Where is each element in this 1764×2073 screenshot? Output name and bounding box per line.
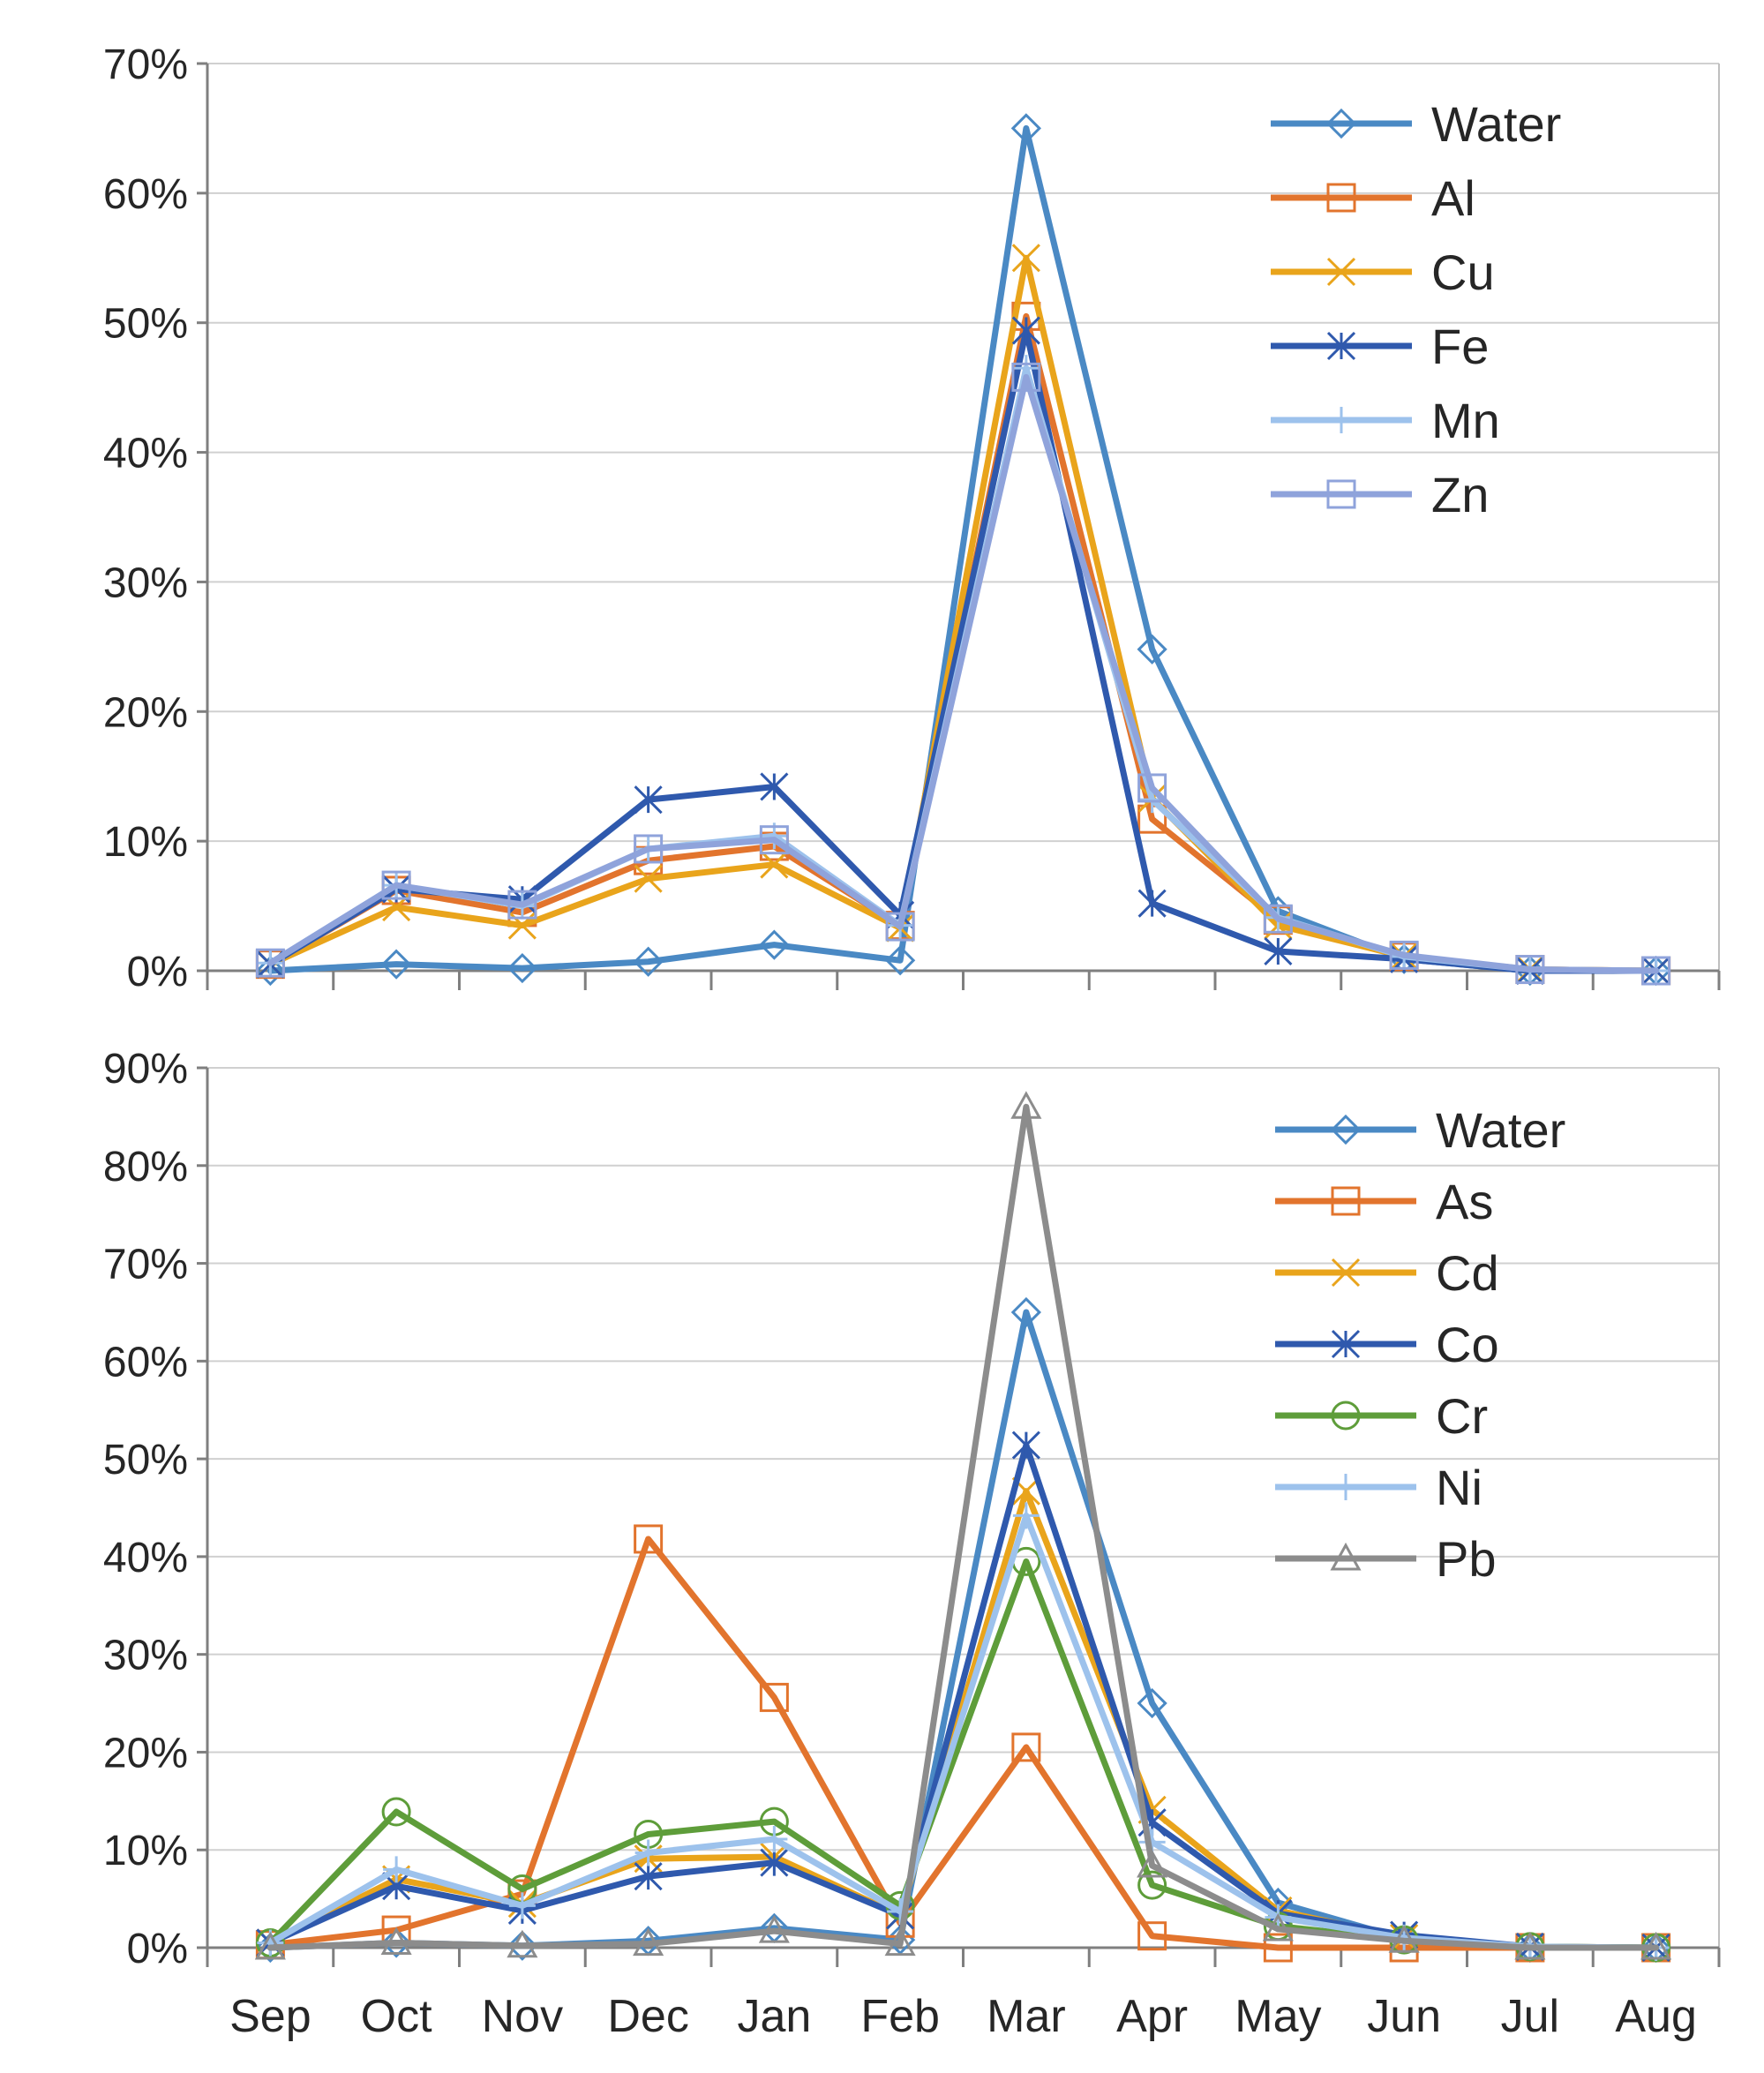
y-tick-label: 60% xyxy=(103,171,188,218)
x-tick-label: Feb xyxy=(860,1991,940,2042)
legend-label: Mn xyxy=(1431,393,1500,448)
series-zn xyxy=(257,364,1669,984)
y-tick-label: 30% xyxy=(103,1633,188,1679)
legend: Water Al Cu Fe Mn Zn xyxy=(1271,96,1561,522)
y-tick-label: 0% xyxy=(127,949,188,995)
x-tick-label: May xyxy=(1235,1991,1321,2042)
y-tick-label: 30% xyxy=(103,560,188,606)
x-tick-label: Sep xyxy=(229,1991,312,2042)
legend-item-cr: Cr xyxy=(1275,1388,1488,1444)
legend-item-water: Water xyxy=(1271,96,1561,152)
legend-item-mn: Mn xyxy=(1271,393,1500,448)
legend-label: Cu xyxy=(1431,244,1495,300)
y-tick-label: 40% xyxy=(103,1535,188,1581)
legend-label: Al xyxy=(1431,170,1475,226)
data-point xyxy=(1013,1432,1040,1459)
y-tick-label: 80% xyxy=(103,1144,188,1190)
legend-label: Cr xyxy=(1436,1388,1488,1444)
legend-item-pb: Pb xyxy=(1275,1531,1497,1587)
chart-top: 0% 10% 20% 30% 40% 50% 60% 70% Water Al Cu Fe Mn Zn xyxy=(103,41,1719,995)
legend-item-cu: Cu xyxy=(1271,244,1495,300)
legend-label: Water xyxy=(1436,1102,1565,1158)
y-tick-label: 50% xyxy=(103,1437,188,1483)
legend-item-co: Co xyxy=(1275,1317,1499,1372)
x-tick-label: Nov xyxy=(482,1991,563,2042)
legend-item-cd: Cd xyxy=(1275,1245,1499,1301)
y-tick-label: 90% xyxy=(103,1046,188,1093)
legend: Water As Cd Co Cr Ni Pb xyxy=(1275,1102,1565,1587)
legend-label: Fe xyxy=(1431,319,1489,374)
y-tick-label: 20% xyxy=(103,1730,188,1776)
legend-item-fe: Fe xyxy=(1271,319,1489,374)
x-tick-label: Dec xyxy=(607,1991,688,2042)
legend-marker xyxy=(1328,407,1355,433)
legend-item-zn: Zn xyxy=(1271,467,1489,522)
legend-label: Cd xyxy=(1436,1245,1499,1301)
legend-label: Ni xyxy=(1436,1460,1483,1515)
x-tick-label: Jun xyxy=(1367,1991,1441,2042)
legend-marker xyxy=(1332,1474,1359,1500)
y-tick-label: 40% xyxy=(103,431,188,477)
y-tick-label: 10% xyxy=(103,819,188,866)
y-tick-label: 70% xyxy=(103,1242,188,1288)
legend-label: Water xyxy=(1431,96,1561,152)
chart-bottom: 0% 10% 20% 30% 40% 50% 60% 70% 80% 90% Sep Oct Nov De… xyxy=(103,1046,1719,2042)
x-tick-label: Jan xyxy=(737,1991,811,2042)
x-tick-label: Apr xyxy=(1116,1991,1188,2042)
legend-item-water: Water xyxy=(1275,1102,1565,1158)
series-line xyxy=(270,1539,1655,1948)
data-point xyxy=(1139,890,1166,917)
series-line xyxy=(270,368,1655,971)
x-tick-label: Jul xyxy=(1501,1991,1559,2042)
legend-item-al: Al xyxy=(1271,170,1475,226)
legend-item-as: As xyxy=(1275,1174,1493,1229)
y-tick-label: 70% xyxy=(103,41,188,88)
y-tick-label: 0% xyxy=(127,1926,188,1972)
x-tick-label: Mar xyxy=(987,1991,1066,2042)
gridlines xyxy=(207,64,1719,971)
legend-label: As xyxy=(1436,1174,1493,1229)
legend-label: Zn xyxy=(1431,467,1489,522)
y-tick-label: 20% xyxy=(103,689,188,736)
legend-item-ni: Ni xyxy=(1275,1460,1483,1515)
x-tick-label: Aug xyxy=(1615,1991,1697,2042)
y-tick-label: 50% xyxy=(103,301,188,348)
legend-label: Co xyxy=(1436,1317,1499,1372)
figure-canvas: 0% 10% 20% 30% 40% 50% 60% 70% Water Al Cu Fe Mn Zn 0… xyxy=(0,0,1764,2069)
series-mn xyxy=(257,355,1669,984)
series-line xyxy=(270,1107,1655,1948)
y-tick-label: 60% xyxy=(103,1339,188,1386)
figure: 0% 10% 20% 30% 40% 50% 60% 70% Water Al Cu Fe Mn Zn 0… xyxy=(0,0,1764,2069)
legend-label: Pb xyxy=(1436,1531,1497,1587)
x-tick-label: Oct xyxy=(361,1991,432,2042)
y-tick-label: 10% xyxy=(103,1828,188,1874)
